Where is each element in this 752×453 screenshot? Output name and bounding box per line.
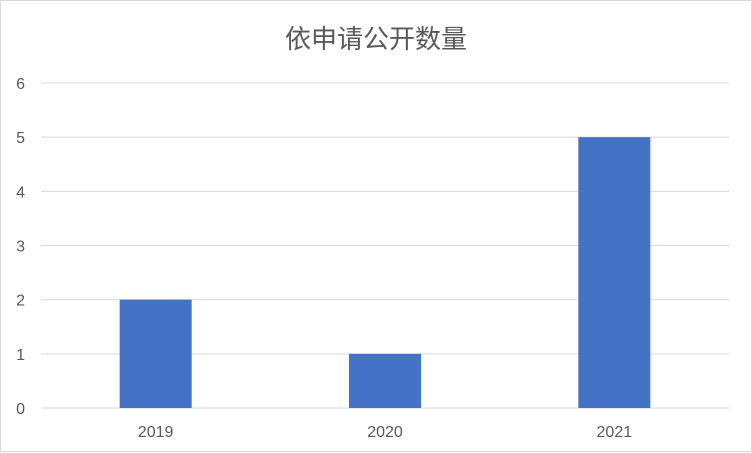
- bar-2021: [578, 137, 651, 408]
- x-tick-label: 2019: [138, 424, 174, 441]
- y-tick-label: 5: [16, 130, 25, 147]
- bar-2020: [349, 353, 421, 408]
- x-tick-label: 2021: [597, 424, 633, 441]
- y-tick-label: 2: [16, 293, 25, 310]
- x-tick-label: 2020: [367, 424, 403, 441]
- y-tick-label: 0: [16, 401, 25, 418]
- y-tick-label: 1: [16, 347, 25, 364]
- y-tick-label: 6: [16, 76, 25, 93]
- chart-title: 依申请公开数量: [284, 25, 467, 55]
- y-tick-label: 4: [16, 184, 25, 201]
- bar-2019: [119, 299, 192, 408]
- y-tick-label: 3: [16, 239, 25, 256]
